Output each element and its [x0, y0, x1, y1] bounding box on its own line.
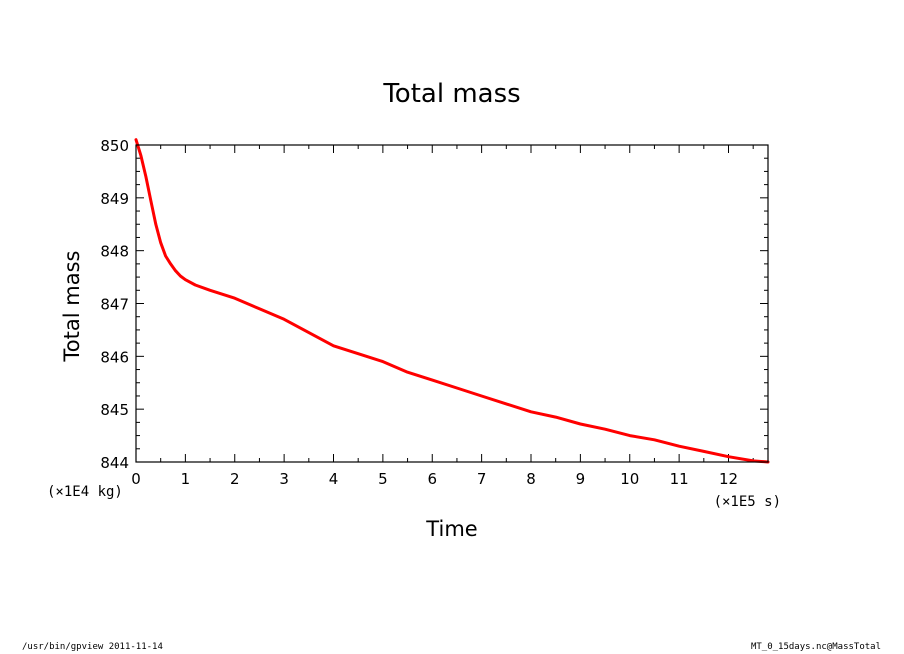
x-tick-label: 11 [670, 470, 689, 488]
x-tick-label: 10 [620, 470, 639, 488]
x-tick-label: 3 [279, 470, 289, 488]
y-tick-label: 847 [100, 296, 129, 314]
y-axis-title: Total mass [60, 251, 84, 363]
plot-area [134, 138, 770, 464]
x-tick-label: 6 [427, 470, 437, 488]
y-tick-label: 845 [100, 401, 129, 419]
x-tick-label: 1 [181, 470, 191, 488]
y-tick-label: 849 [100, 190, 129, 208]
x-tick-label: 7 [477, 470, 487, 488]
x-tick-label: 9 [576, 470, 586, 488]
footer-command: /usr/bin/gpview 2011-11-14 [22, 642, 163, 652]
plot-frame [135, 144, 769, 463]
x-tick-label: 12 [719, 470, 738, 488]
x-axis-unit: (×1E5 s) [714, 494, 781, 510]
chart-title: Total mass [382, 79, 520, 109]
footer-source: MT_0_15days.nc@MassTotal [750, 642, 881, 652]
x-tick-label: 5 [378, 470, 388, 488]
y-tick-label: 850 [100, 137, 129, 155]
y-tick-label: 846 [100, 348, 129, 366]
x-axis-title: Time [425, 517, 477, 541]
y-axis-unit: (×1E4 kg) [47, 484, 123, 500]
x-tick-label: 2 [230, 470, 240, 488]
y-tick-label: 844 [100, 454, 129, 472]
x-tick-label: 0 [131, 470, 141, 488]
series-line [134, 138, 770, 464]
x-tick-label: 8 [526, 470, 536, 488]
x-tick-label: 4 [329, 470, 339, 488]
y-tick-label: 848 [100, 243, 129, 261]
